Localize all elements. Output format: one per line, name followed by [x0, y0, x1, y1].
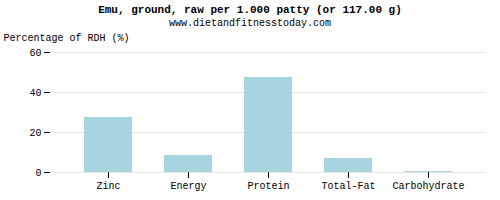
svg-text:Total-Fat: Total-Fat [321, 181, 375, 192]
svg-text:Zinc: Zinc [96, 181, 120, 192]
svg-text:Carbohydrate: Carbohydrate [392, 181, 464, 192]
svg-text:20: 20 [29, 128, 41, 139]
svg-text:Percentage of RDH (%): Percentage of RDH (%) [4, 33, 130, 44]
svg-text:Protein: Protein [247, 181, 289, 192]
svg-text:40: 40 [29, 88, 41, 99]
svg-text:0: 0 [35, 168, 41, 179]
html-text:www.dietandfitnesstoday.com: www.dietandfitnesstoday.com [169, 18, 331, 29]
svg-text:Energy: Energy [170, 181, 206, 192]
svg-text:60: 60 [29, 48, 41, 59]
html-text:Emu, ground, raw per 1.000 pat: Emu, ground, raw per 1.000 patty (or 117… [98, 4, 402, 16]
